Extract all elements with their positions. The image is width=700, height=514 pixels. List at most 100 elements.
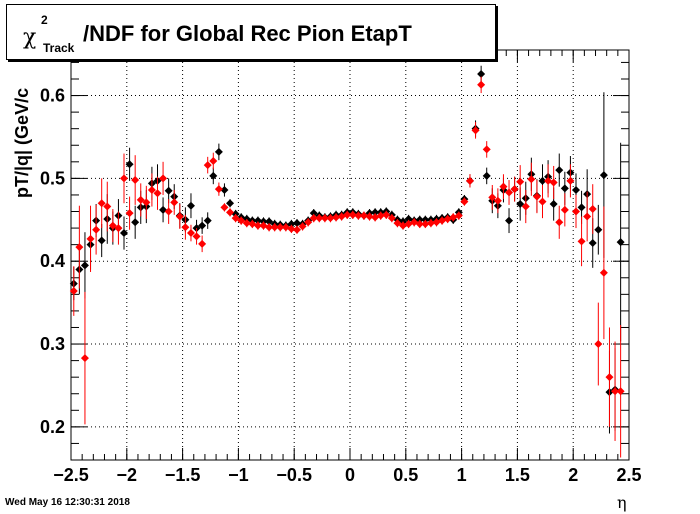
data-point [309,214,318,223]
data-point [382,210,391,219]
data-point [516,200,525,209]
data-point [465,176,474,185]
y-tick-label: 0.4 [40,251,65,271]
data-point [276,223,285,232]
data-point [527,175,536,184]
data-point [226,199,235,208]
data-point [69,287,78,296]
data-point [309,209,318,218]
x-tick-label: 2 [568,465,578,485]
data-point [326,214,335,223]
data-point [482,171,491,180]
data-point [164,186,173,195]
data-point [611,387,620,396]
data-point [549,178,558,187]
data-point [376,211,385,220]
data-point [192,232,201,241]
data-point [159,174,168,183]
data-point [270,223,279,232]
data-point [253,216,262,225]
data-point [505,216,514,225]
data-point [415,219,424,228]
data-point [175,212,184,221]
data-point [588,238,597,247]
data-point [242,219,251,228]
data-point [203,161,212,170]
data-point [209,171,218,180]
y-tick-labels: 0.2 0.3 0.4 0.5 0.6 [40,86,65,437]
data-point [560,184,569,193]
data-point [304,218,313,227]
data-point [566,176,575,185]
y-tick-label: 0.6 [40,86,65,106]
data-point [454,211,463,220]
data-point [92,225,101,234]
data-point [583,212,592,221]
data-point [186,201,195,210]
data-point [616,238,625,247]
data-point [421,219,430,228]
data-point [488,193,497,202]
data-point [114,224,123,233]
axis-ticks [70,50,630,461]
data-point [505,188,514,197]
data-point [220,203,229,212]
data-point [298,222,307,231]
data-point [265,217,274,226]
data-point [86,234,95,243]
data-point [125,160,134,169]
data-point [365,212,374,221]
data-point [265,223,274,232]
x-tick-label: −2.5 [53,465,89,485]
x-tick-label: 1 [457,465,467,485]
title-box: χ 2 Track /NDF for Global Rec Pion EtapT [6,4,496,60]
data-point [253,221,262,230]
data-point [510,185,519,194]
data-point [594,225,603,234]
data-point [170,198,179,207]
grid [71,50,629,460]
data-point [605,373,614,382]
data-point [482,145,491,154]
y-tick-label: 0.5 [40,168,65,188]
x-tick-label: 1.5 [505,465,530,485]
x-axis-label: η [617,493,627,512]
y-axis-label: pT/|q| (GeV/c [12,87,32,198]
data-point [287,219,296,228]
data-point [198,221,207,230]
data-point [153,189,162,198]
data-point [393,219,402,228]
data-point [571,185,580,194]
data-point [220,185,229,194]
data-point [80,261,89,270]
data-point [348,210,357,219]
data-point [103,202,112,211]
data-point [538,197,547,206]
data-point [131,176,140,185]
data-point [460,197,469,206]
data-point [75,243,84,252]
data-point [287,224,296,233]
timestamp: Wed May 16 12:30:31 2018 [5,497,130,508]
title-subscript: Track [43,41,75,55]
data-point [181,223,190,232]
data-point [214,185,223,194]
data-point [80,354,89,363]
data-point [97,236,106,245]
data-point [120,229,129,238]
data-point [354,211,363,220]
x-tick-label: −0.5 [276,465,312,485]
data-point [477,70,486,79]
data-point [426,219,435,228]
data-point [343,210,352,219]
data-point [209,156,218,165]
data-point [594,340,603,349]
data-point [237,216,246,225]
data-point [577,237,586,246]
x-tick-label: −1 [228,465,249,485]
data-point [599,268,608,277]
y-tick-label: 0.2 [40,417,65,437]
data-point [549,200,558,209]
data-point [292,219,301,228]
